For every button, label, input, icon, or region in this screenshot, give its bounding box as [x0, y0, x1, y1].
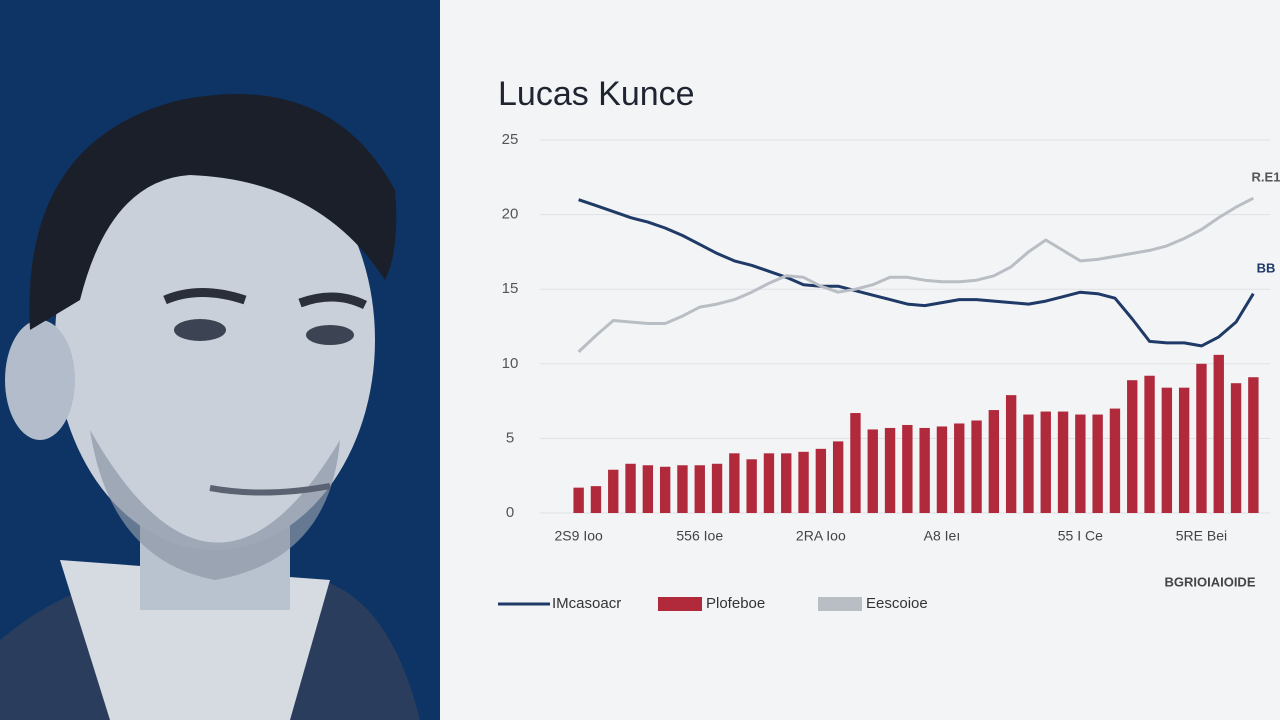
- bar: [1127, 380, 1138, 513]
- ear: [5, 320, 75, 440]
- bar: [763, 453, 775, 513]
- x-tick-label: 2S9 Ioo: [555, 528, 603, 544]
- bar: [954, 423, 965, 513]
- legend-swatch: [818, 597, 862, 611]
- line-series: [577, 196, 1254, 353]
- bar: [659, 466, 671, 513]
- legend-swatch: [658, 597, 702, 611]
- annotation: R.E1: [1252, 169, 1280, 184]
- x-tick-label: A8 Ieı: [924, 528, 961, 544]
- eyebrow: [298, 292, 368, 310]
- bar: [608, 469, 619, 513]
- bar: [711, 463, 723, 513]
- bar: [815, 448, 827, 513]
- legend-label: Eescoioe: [866, 595, 928, 612]
- mouth: [209, 483, 331, 496]
- legend-label: Plofeboe: [706, 595, 765, 612]
- x-tick-label: 5RE Bei: [1176, 528, 1227, 544]
- x-tick-label: 556 Ioe: [676, 528, 723, 544]
- eyebrow: [163, 288, 247, 305]
- bar: [1109, 408, 1121, 513]
- bar: [1023, 414, 1034, 513]
- hair: [29, 94, 397, 330]
- beard: [90, 430, 340, 580]
- bar: [1005, 395, 1017, 513]
- y-tick-label: 10: [502, 355, 519, 372]
- x-tick-label: 55 I Ce: [1058, 528, 1103, 544]
- bar: [677, 465, 688, 513]
- y-tick-label: 15: [502, 280, 519, 297]
- bar: [867, 429, 878, 513]
- bar: [642, 465, 654, 513]
- y-tick-label: 20: [502, 206, 519, 223]
- bar: [902, 424, 913, 513]
- y-tick-label: 25: [502, 131, 519, 148]
- y-tick-label: 5: [506, 429, 514, 446]
- bar: [746, 459, 757, 513]
- bar: [1230, 383, 1242, 513]
- bar: [884, 427, 896, 513]
- bar: [971, 420, 982, 513]
- bar: [919, 427, 930, 513]
- bar: [832, 441, 844, 513]
- y-tick-label: 0: [506, 504, 514, 521]
- face: [55, 130, 375, 550]
- bar: [1248, 377, 1259, 513]
- bar: [625, 463, 636, 513]
- bar: [1196, 363, 1207, 513]
- portrait-photo: [0, 0, 440, 720]
- bar: [798, 451, 809, 513]
- bar: [729, 453, 740, 513]
- bar: [573, 487, 584, 513]
- bar: [590, 486, 602, 513]
- bar: [1161, 387, 1173, 513]
- annotation: BGRIOIAIOIDE: [1164, 574, 1255, 589]
- annotation: BB: [1257, 260, 1276, 275]
- bar: [1213, 354, 1224, 513]
- bar: [1057, 411, 1069, 513]
- bar: [1040, 411, 1051, 513]
- bar: [936, 426, 948, 513]
- bar: [1075, 414, 1086, 513]
- chart-title: Lucas Kunce: [498, 75, 695, 113]
- chart: Lucas Kunce 0 5 10 15 20 25 2S9 Ioo 556 Ioe 2RA …: [440, 0, 1280, 720]
- bar: [1092, 414, 1103, 513]
- legend-label: IMcasoacr: [552, 595, 621, 612]
- bar: [1178, 387, 1190, 513]
- eye: [174, 319, 226, 341]
- eye: [306, 325, 354, 345]
- bar: [694, 465, 705, 513]
- bar: [1144, 375, 1155, 513]
- x-tick-label: 2RA Ioo: [796, 528, 846, 544]
- bar: [850, 413, 861, 513]
- line-series: [578, 198, 1255, 348]
- bar: [988, 410, 1000, 513]
- bar: [781, 453, 792, 513]
